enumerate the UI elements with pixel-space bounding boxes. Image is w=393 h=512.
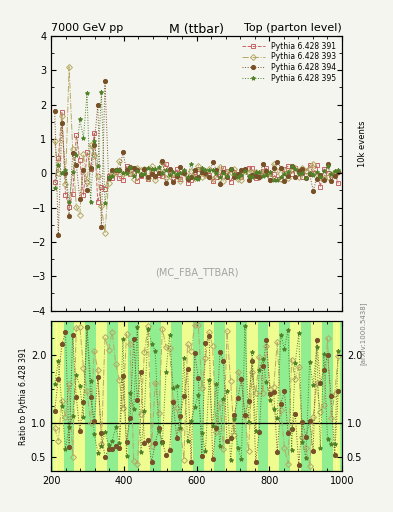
Bar (139, 321, 143, 471)
Bar (311, 321, 315, 471)
Bar (275, 321, 279, 471)
Bar (318, 321, 322, 471)
Pythia 6.428 393 (185, 175, 190, 181)
Pythia 6.428 394 (52, 108, 57, 114)
Bar (254, 321, 257, 471)
Bar (103, 321, 107, 471)
Bar (225, 321, 229, 471)
Pythia 6.428 395 (336, 167, 341, 173)
Bar (53, 321, 57, 471)
Bar (250, 321, 254, 471)
Pythia 6.428 394 (242, 165, 247, 172)
Pythia 6.428 395 (253, 169, 258, 175)
Pythia 6.428 391 (311, 170, 316, 177)
Pythia 6.428 394 (336, 169, 341, 176)
Bar (290, 321, 294, 471)
Y-axis label: Ratio to Pythia 6.428 391: Ratio to Pythia 6.428 391 (19, 347, 28, 445)
Bar (294, 321, 297, 471)
Text: 10k events: 10k events (358, 120, 367, 166)
Text: 7000 GeV pp: 7000 GeV pp (51, 23, 123, 33)
Bar (121, 321, 125, 471)
Bar (182, 321, 186, 471)
Pythia 6.428 395 (242, 168, 247, 175)
Pythia 6.428 391 (336, 180, 341, 186)
Bar (74, 321, 78, 471)
Bar (168, 321, 171, 471)
Bar (96, 321, 99, 471)
Pythia 6.428 394 (185, 176, 190, 182)
Text: Top (parton level): Top (parton level) (244, 23, 342, 33)
Bar (232, 321, 236, 471)
Bar (118, 321, 121, 471)
Line: Pythia 6.428 393: Pythia 6.428 393 (53, 65, 340, 234)
Bar (211, 321, 215, 471)
Title: M (ttbar): M (ttbar) (169, 23, 224, 36)
Pythia 6.428 391 (67, 203, 72, 209)
Pythia 6.428 393 (242, 167, 247, 174)
Bar (189, 321, 193, 471)
Bar (229, 321, 232, 471)
Pythia 6.428 395 (99, 89, 104, 95)
Bar (272, 321, 275, 471)
Pythia 6.428 394 (232, 175, 237, 181)
Bar (143, 321, 146, 471)
Pythia 6.428 391 (185, 180, 190, 186)
Pythia 6.428 393 (232, 166, 237, 173)
Pythia 6.428 395 (311, 172, 316, 178)
Bar (99, 321, 103, 471)
Pythia 6.428 394 (103, 78, 107, 84)
Pythia 6.428 395 (52, 185, 57, 191)
Bar (146, 321, 150, 471)
Bar (207, 321, 211, 471)
Pythia 6.428 393 (67, 63, 72, 70)
Pythia 6.428 394 (253, 173, 258, 179)
Bar (161, 321, 164, 471)
Line: Pythia 6.428 394: Pythia 6.428 394 (53, 79, 340, 238)
Pythia 6.428 395 (232, 171, 237, 177)
Line: Pythia 6.428 391: Pythia 6.428 391 (53, 110, 340, 208)
Pythia 6.428 391 (242, 167, 247, 173)
Bar (186, 321, 189, 471)
Bar (78, 321, 82, 471)
Bar (60, 321, 64, 471)
Bar (125, 321, 129, 471)
Bar (297, 321, 301, 471)
Bar (204, 321, 207, 471)
Pythia 6.428 391 (232, 168, 237, 175)
Pythia 6.428 393 (311, 161, 316, 167)
Pythia 6.428 394 (56, 232, 61, 239)
Bar (315, 321, 319, 471)
Text: [arXiv:1000.5438]: [arXiv:1000.5438] (360, 301, 366, 365)
Bar (57, 321, 60, 471)
Line: Pythia 6.428 395: Pythia 6.428 395 (53, 90, 340, 205)
Pythia 6.428 393 (253, 168, 258, 175)
Pythia 6.428 394 (228, 165, 233, 172)
Pythia 6.428 395 (228, 165, 233, 172)
Bar (164, 321, 168, 471)
Pythia 6.428 395 (103, 200, 107, 206)
Legend: Pythia 6.428 391, Pythia 6.428 393, Pythia 6.428 394, Pythia 6.428 395: Pythia 6.428 391, Pythia 6.428 393, Pyth… (239, 39, 338, 85)
Text: (MC_FBA_TTBAR): (MC_FBA_TTBAR) (155, 267, 238, 278)
Pythia 6.428 391 (60, 109, 64, 115)
Pythia 6.428 393 (228, 169, 233, 175)
Bar (336, 321, 340, 471)
Pythia 6.428 393 (103, 229, 107, 236)
Pythia 6.428 395 (185, 174, 190, 180)
Bar (268, 321, 272, 471)
Bar (333, 321, 336, 471)
Pythia 6.428 393 (52, 138, 57, 144)
Pythia 6.428 391 (253, 175, 258, 181)
Pythia 6.428 391 (228, 179, 233, 185)
Pythia 6.428 394 (311, 188, 316, 194)
Bar (247, 321, 250, 471)
Pythia 6.428 393 (336, 169, 341, 175)
Bar (82, 321, 85, 471)
Pythia 6.428 391 (52, 179, 57, 185)
